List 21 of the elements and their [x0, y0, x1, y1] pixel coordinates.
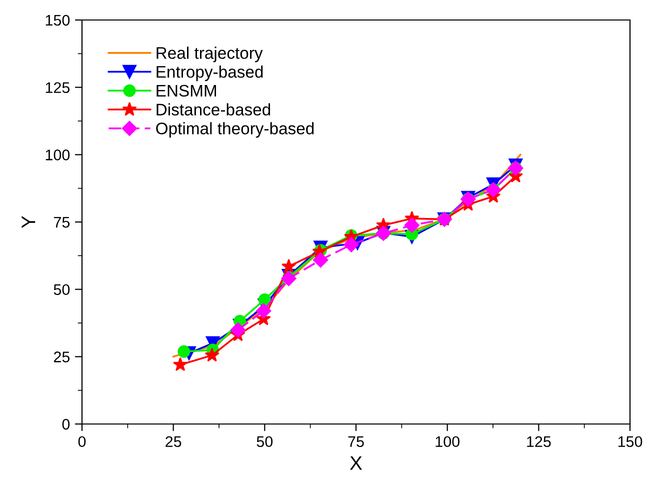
legend-label: Distance-based [156, 103, 270, 116]
y-tick-label: 100 [46, 150, 70, 160]
y-tick-label: 0 [62, 418, 70, 430]
y-tick-label: 75 [54, 217, 70, 228]
x-tick-label: 0 [78, 436, 86, 448]
x-tick-label: 75 [348, 436, 364, 448]
x-tick-label: 50 [256, 436, 273, 448]
x-tick-label: 100 [436, 436, 460, 448]
x-tick-label: 150 [618, 436, 642, 448]
y-tick-label: 150 [46, 14, 70, 26]
legend-label: Optimal theory-based [156, 122, 314, 138]
legend-label: Real trajectory [156, 46, 263, 62]
y-tick-label: 25 [54, 352, 70, 362]
x-tick-label: 125 [527, 436, 551, 448]
x-axis-title: X [350, 456, 362, 470]
x-tick-label: 25 [166, 436, 182, 448]
legend-label: ENSMM [156, 84, 216, 97]
legend-label: Entropy-based [156, 66, 263, 82]
y-tick-label: 125 [46, 82, 70, 94]
y-tick-label: 50 [54, 284, 70, 296]
y-axis-title: Y [22, 216, 36, 228]
